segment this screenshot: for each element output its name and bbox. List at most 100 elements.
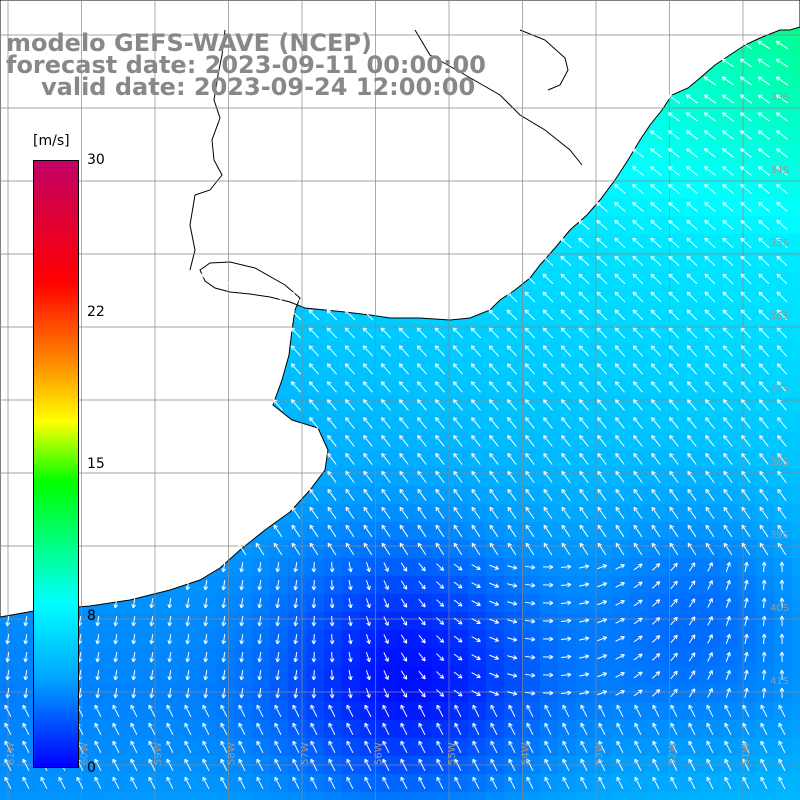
- wind-arrow-head: [327, 399, 332, 402]
- wind-arrow-head: [369, 657, 371, 662]
- wind-arrow: [759, 506, 769, 520]
- wind-arrow: [471, 690, 481, 696]
- wind-arrow-head: [346, 740, 351, 744]
- wind-arrow-head: [331, 676, 335, 681]
- wind-arrow: [633, 435, 643, 447]
- wind-arrow: [222, 579, 226, 591]
- wind-arrow: [94, 722, 102, 736]
- wind-arrow-head: [781, 597, 785, 602]
- wind-arrow-head: [94, 704, 99, 708]
- wind-arrow-head: [708, 652, 713, 656]
- wind-arrow-head: [704, 273, 707, 279]
- wind-arrow-head: [291, 524, 296, 528]
- wind-arrow: [722, 327, 734, 339]
- wind-arrow-head: [96, 658, 101, 663]
- wind-arrow-head: [369, 639, 371, 644]
- wind-arrow: [615, 600, 625, 606]
- wind-arrow-head: [168, 658, 173, 663]
- wind-arrow-head: [364, 722, 369, 726]
- wind-arrow-head: [331, 658, 335, 663]
- wind-arrow-head: [763, 651, 767, 656]
- wind-arrow: [775, 58, 789, 68]
- wind-arrow: [775, 40, 789, 50]
- wind-arrow: [184, 758, 192, 772]
- wind-arrow: [453, 453, 463, 465]
- wind-arrow-head: [578, 291, 584, 294]
- wind-arrow: [507, 417, 517, 429]
- wind-arrow: [222, 687, 226, 699]
- wind-arrow-head: [704, 273, 709, 276]
- wind-arrow-head: [724, 722, 729, 726]
- wind-arrow-head: [112, 776, 117, 780]
- wind-arrow: [291, 506, 301, 520]
- wind-arrow-head: [706, 704, 711, 708]
- wind-arrow: [490, 758, 498, 772]
- wind-arrow-head: [668, 220, 671, 225]
- wind-arrow-head: [257, 640, 260, 645]
- wind-arrow: [705, 417, 715, 429]
- wind-arrow-head: [549, 692, 554, 696]
- wind-arrow-head: [669, 399, 671, 404]
- wind-arrow: [294, 687, 298, 699]
- wind-arrow: [290, 345, 302, 357]
- wind-arrow: [328, 740, 336, 754]
- wind-arrow-head: [276, 604, 281, 609]
- wind-arrow-head: [6, 658, 11, 663]
- wind-arrow-head: [596, 291, 602, 294]
- wind-arrow: [669, 524, 679, 538]
- wind-arrow: [725, 616, 731, 626]
- wind-arrow-head: [185, 676, 188, 681]
- wind-arrow-head: [668, 148, 671, 153]
- wind-arrow: [435, 417, 445, 429]
- wind-arrow-head: [722, 184, 725, 189]
- wind-arrow-head: [633, 399, 638, 402]
- wind-arrow-head: [614, 327, 617, 332]
- wind-arrow-head: [703, 76, 707, 81]
- wind-arrow: [687, 524, 697, 538]
- wind-arrow-head: [459, 674, 463, 679]
- wind-arrow: [399, 453, 409, 465]
- wind-arrow: [650, 219, 662, 231]
- wind-arrow: [346, 758, 354, 772]
- wind-arrow-head: [453, 471, 455, 476]
- wind-arrow: [725, 652, 731, 662]
- wind-arrow-head: [776, 381, 779, 386]
- wind-arrow-head: [381, 417, 383, 422]
- wind-arrow-head: [434, 345, 437, 350]
- wind-arrow-head: [495, 655, 500, 660]
- wind-arrow: [364, 758, 372, 772]
- wind-arrow-head: [327, 363, 332, 366]
- wind-arrow: [381, 417, 391, 429]
- wind-arrow: [722, 130, 734, 140]
- wind-arrow-head: [584, 636, 589, 639]
- wind-arrow-head: [310, 776, 315, 780]
- wind-arrow-head: [758, 273, 761, 279]
- lon-label: 54W: [521, 742, 532, 765]
- wind-arrow: [704, 363, 716, 375]
- wind-arrow-head: [579, 399, 584, 402]
- wind-arrow-head: [651, 452, 656, 456]
- wind-arrow: [364, 722, 372, 736]
- wind-arrow-head: [561, 471, 563, 476]
- wind-arrow-head: [350, 585, 353, 591]
- wind-arrow-head: [722, 112, 727, 114]
- wind-arrow: [435, 435, 445, 447]
- wind-arrow-head: [759, 471, 761, 476]
- wind-arrow: [313, 579, 315, 591]
- wind-arrow: [326, 345, 338, 357]
- wind-arrow-head: [614, 184, 617, 189]
- wind-arrow: [686, 273, 698, 285]
- wind-arrow: [345, 417, 355, 429]
- wind-arrow: [290, 327, 302, 339]
- wind-arrow: [560, 637, 572, 641]
- wind-arrow: [596, 219, 608, 231]
- wind-arrow-head: [471, 506, 476, 510]
- wind-arrow-head: [778, 740, 783, 744]
- wind-arrow: [204, 579, 208, 591]
- wind-arrow-head: [777, 435, 782, 438]
- wind-arrow: [615, 399, 625, 411]
- wind-arrow-head: [167, 640, 170, 645]
- wind-arrow: [632, 166, 644, 176]
- wind-arrow-head: [688, 722, 693, 726]
- wind-arrow: [308, 327, 320, 339]
